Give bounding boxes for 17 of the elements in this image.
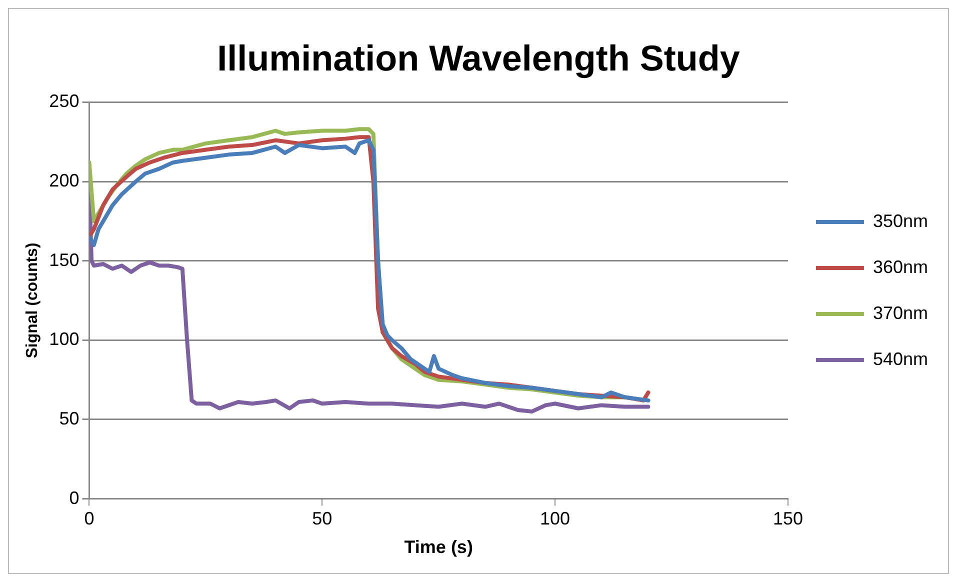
chart-title: Illumination Wavelength Study [217, 38, 740, 79]
y-tick-label: 250 [49, 91, 80, 112]
legend-label: 360nm [872, 256, 928, 277]
legend-label: 350nm [872, 210, 928, 231]
x-axis-title: Time (s) [404, 537, 473, 558]
y-tick-label: 100 [49, 329, 80, 350]
y-tick-label: 200 [49, 170, 80, 190]
x-tick-label: 0 [84, 508, 94, 529]
x-tick-label: 150 [772, 508, 803, 529]
y-tick-label: 0 [69, 488, 80, 508]
y-tick-label: 150 [49, 250, 80, 270]
legend-label: 370nm [872, 302, 928, 323]
x-tick-label: 100 [540, 508, 570, 529]
y-axis-title: Signal (counts) [24, 242, 42, 358]
legend-label: 540nm [872, 348, 928, 369]
x-tick-label: 50 [312, 508, 332, 529]
y-tick-label: 50 [59, 408, 80, 428]
